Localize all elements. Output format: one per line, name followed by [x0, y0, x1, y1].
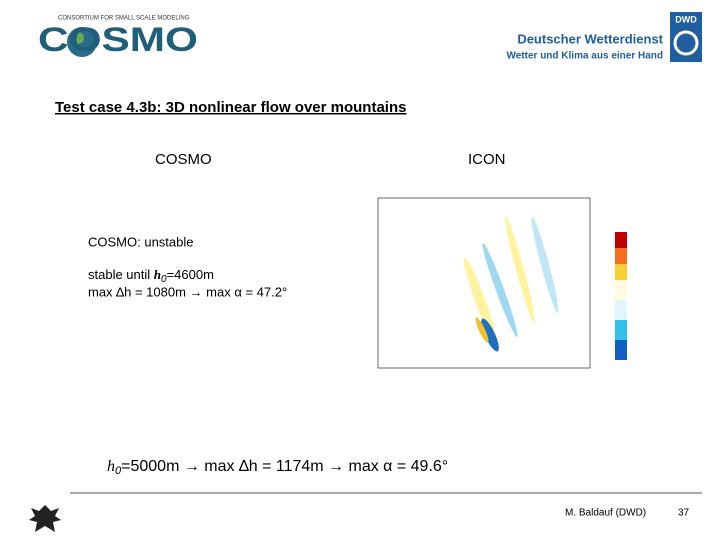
dwd-swirl [673, 30, 699, 56]
column-label: ICON [468, 151, 506, 168]
colorbar-cell [615, 248, 627, 264]
note-text: stable until [88, 267, 154, 282]
cosmo-logo: COSMO CONSORTIUM FOR SMALL SCALE MODELIN… [38, 16, 198, 59]
plot-contour [505, 216, 535, 324]
summary-text: =5000m → max ∆h = 1174m → max α = 49.6° [121, 458, 448, 475]
plot-frame [377, 197, 591, 369]
colorbar-cell [615, 340, 627, 360]
note-line: max ∆h = 1080m → max α = 47.2° [88, 284, 287, 299]
slide-title: Test case 4.3b: 3D nonlinear flow over m… [55, 99, 406, 116]
globe-land [72, 32, 84, 44]
plot-contour [463, 257, 497, 343]
colorbar-cell [615, 264, 627, 280]
plot-contour [481, 318, 499, 352]
dwd-name: Deutscher Wetterdienst [517, 31, 663, 46]
eagle-shape [29, 505, 61, 532]
logo-text: COSMO [38, 21, 198, 59]
column-label: COSMO [155, 151, 212, 168]
dwd-logo: DWD Deutscher Wetterdienst Wetter und Kl… [506, 12, 702, 62]
note-sub: 0 [161, 274, 167, 285]
icon-plot [377, 197, 627, 369]
colorbar-cell [615, 232, 627, 248]
summary-line: h0=5000m → max ∆h = 1174m → max α = 49.6… [107, 458, 448, 477]
plot-contour [475, 317, 489, 343]
note-var: h [154, 267, 161, 282]
colorbar-cell [615, 300, 627, 320]
plot-contour [531, 216, 559, 314]
note-line: stable until h0=4600m [88, 267, 214, 285]
dwd-slogan: Wetter und Klima aus einer Hand [506, 51, 663, 62]
consortium-text: CONSORTIUM FOR SMALL SCALE MODELING [58, 16, 190, 22]
plot-contour [482, 242, 518, 338]
note-line: COSMO: unstable [88, 234, 194, 249]
summary-sub: 0 [115, 465, 122, 477]
footer-author: M. Baldauf (DWD) [565, 508, 646, 519]
colorbar-cell [615, 320, 627, 340]
page-number: 37 [678, 508, 690, 519]
colorbar-cell [615, 280, 627, 300]
note-text: =4600m [167, 267, 214, 282]
dwd-badge-text: DWD [675, 14, 697, 24]
eagle-emblem [29, 505, 61, 532]
summary-var: h [107, 458, 115, 475]
